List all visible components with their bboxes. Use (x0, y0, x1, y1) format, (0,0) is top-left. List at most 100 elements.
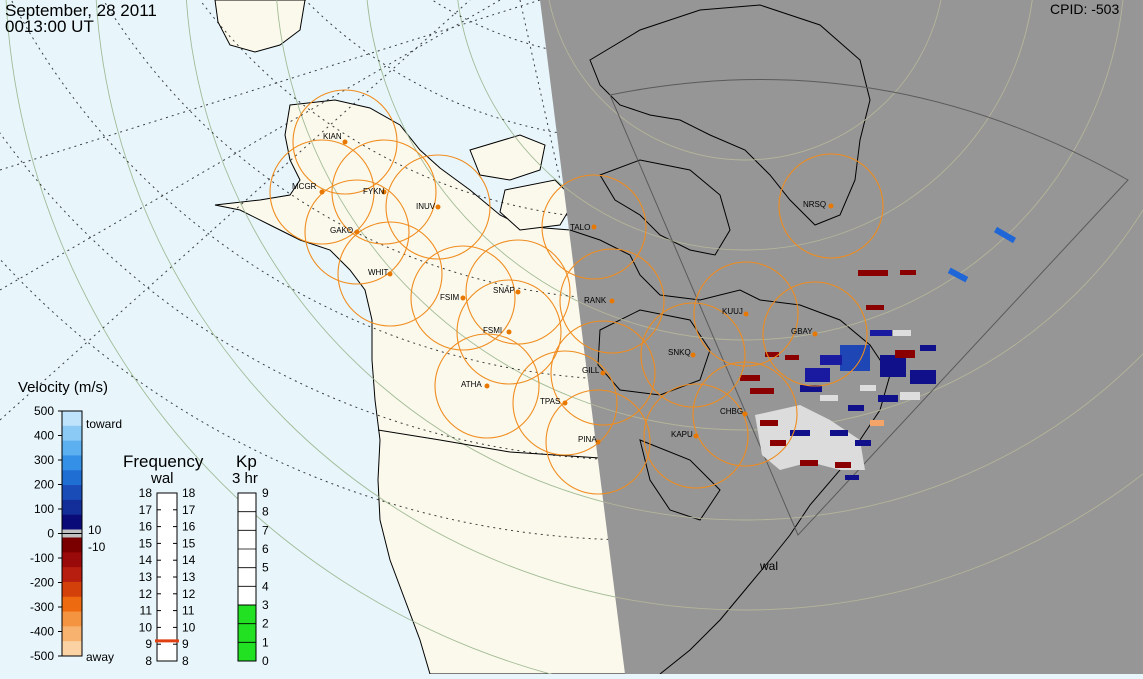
night-coast-greenland (589, 4, 871, 226)
station-dot-mcgr[interactable] (319, 189, 325, 195)
vector (740, 375, 760, 381)
vector (835, 462, 851, 468)
arctic-islands (469, 134, 546, 181)
velocity-toward-label: toward (86, 417, 122, 431)
mag-meridian-1 (0, 0, 541, 171)
station-dot-nrsq[interactable] (828, 203, 834, 209)
frequency-tick-label-left: 11 (140, 604, 153, 618)
station-dot-inuv[interactable] (435, 204, 441, 210)
kp-tick-label: 5 (262, 561, 269, 575)
kp-legend-subtitle: 3 hr (232, 470, 258, 487)
velocity-swatch (62, 440, 82, 456)
station-label-whit: WHIT (368, 268, 389, 277)
station-rings (269, 89, 884, 495)
station-dot-kapu[interactable] (693, 433, 699, 439)
velocity-swatch (62, 596, 82, 613)
velocity-swatch (62, 485, 82, 501)
station-ring-fsim (410, 245, 516, 351)
station-label-rank: RANK (584, 296, 607, 305)
station-dot-gill[interactable] (600, 370, 606, 376)
frequency-scale: 18 18 17 17 16 16 15 15 14 14 13 13 12 12 11 11 10 10 9 9 8 8 (139, 486, 196, 668)
station-dot-snap[interactable] (515, 289, 521, 295)
velocity-colorbar (61, 410, 83, 657)
station-label-chbg: CHBG (720, 407, 743, 416)
station-dot-kuuj[interactable] (743, 311, 749, 317)
velocity-ticks: 500 400 300 200 100 0 -100 -200 -300 -400 -500 (30, 404, 62, 663)
radar-label: wal (759, 559, 778, 573)
station-dot-kian[interactable] (342, 139, 348, 145)
velocity-swatch (62, 626, 82, 642)
station-markers: KIAN MCGR FYKN INUV GAKO WHIT FSIM SNAP FSMI ATHA… (292, 132, 834, 445)
station-ring-kuuj (693, 261, 799, 367)
station-label-mcgr: MCGR (292, 182, 317, 191)
velocity-tick-label: -400 (30, 625, 54, 639)
velocity-swatch (62, 567, 82, 583)
radar-fov-outline (609, 79, 1129, 536)
frequency-tick-label-right: 10 (182, 620, 196, 634)
station-ring-fykn (331, 139, 437, 245)
vector (860, 385, 876, 391)
station-dot-tpas[interactable] (562, 400, 568, 406)
station-dot-talo[interactable] (591, 224, 597, 230)
night-lat-65 (540, 0, 1126, 341)
vector (866, 305, 884, 310)
station-label-pina: PINA (578, 435, 597, 444)
kp-scale: 9 8 7 6 5 4 3 2 1 0 (237, 486, 269, 668)
station-label-kapu: KAPU (671, 430, 693, 439)
kp-tick-label: 4 (262, 579, 269, 593)
night-lat-55 (540, 0, 1143, 521)
mag-meridian-2 (0, 0, 501, 291)
vector (805, 368, 830, 382)
night-lat-75 (544, 0, 946, 161)
station-label-tpas: TPAS (540, 397, 560, 406)
station-label-snap: SNAP (493, 286, 515, 295)
vector (855, 440, 871, 446)
velocity-tick-label: -500 (30, 649, 54, 663)
station-dot-gako[interactable] (354, 229, 360, 235)
velocity-tick-label: -300 (30, 600, 54, 614)
station-dot-atha[interactable] (484, 383, 490, 389)
velocity-tick-label: 500 (34, 404, 54, 418)
velocity-swatch (62, 455, 82, 471)
station-label-talo: TALO (570, 223, 590, 232)
vector (947, 267, 969, 283)
ground-scatter-region (755, 405, 865, 470)
frequency-tick-label-right: 9 (182, 637, 189, 651)
station-dot-gbay[interactable] (812, 331, 818, 337)
station-dot-fsmi[interactable] (506, 329, 512, 335)
station-label-gbay: GBAY (791, 327, 813, 336)
station-ring-chbg (692, 361, 798, 467)
station-ring-pina (545, 389, 651, 495)
station-ring-tpas (512, 350, 618, 456)
velocity-swatch (62, 611, 82, 627)
vector (848, 405, 864, 411)
velocity-tick-label: -200 (30, 576, 54, 590)
velocity-swatch (62, 411, 82, 427)
kp-legend-title: Kp (236, 452, 257, 471)
station-dot-rank[interactable] (609, 298, 615, 304)
station-dot-snkq[interactable] (690, 352, 696, 358)
night-shade (540, 0, 1143, 674)
station-dot-fykn[interactable] (381, 189, 387, 195)
station-dot-whit[interactable] (387, 271, 393, 277)
frequency-tick-label-right: 16 (182, 520, 196, 534)
kp-level-fill (237, 604, 257, 662)
velocity-vectors (740, 226, 1017, 480)
station-ring-atha (434, 333, 540, 439)
velocity-swatch (62, 499, 82, 516)
station-label-gako: GAKO (330, 226, 353, 235)
velocity-swatch (62, 581, 82, 598)
station-dot-chbg[interactable] (742, 411, 748, 417)
station-dot-pina[interactable] (595, 439, 601, 445)
velocity-swatch (62, 514, 82, 530)
station-dot-fsim[interactable] (460, 295, 466, 301)
velocity-swatch (62, 641, 82, 657)
vector (880, 355, 906, 377)
station-label-nrsq: NRSQ (803, 200, 826, 209)
vector (858, 270, 888, 276)
station-ring-mcgr (269, 139, 375, 245)
velocity-tick-label: 200 (34, 478, 54, 492)
velocity-legend-title: Velocity (m/s) (18, 379, 108, 396)
station-label-fykn: FYKN (363, 187, 385, 196)
